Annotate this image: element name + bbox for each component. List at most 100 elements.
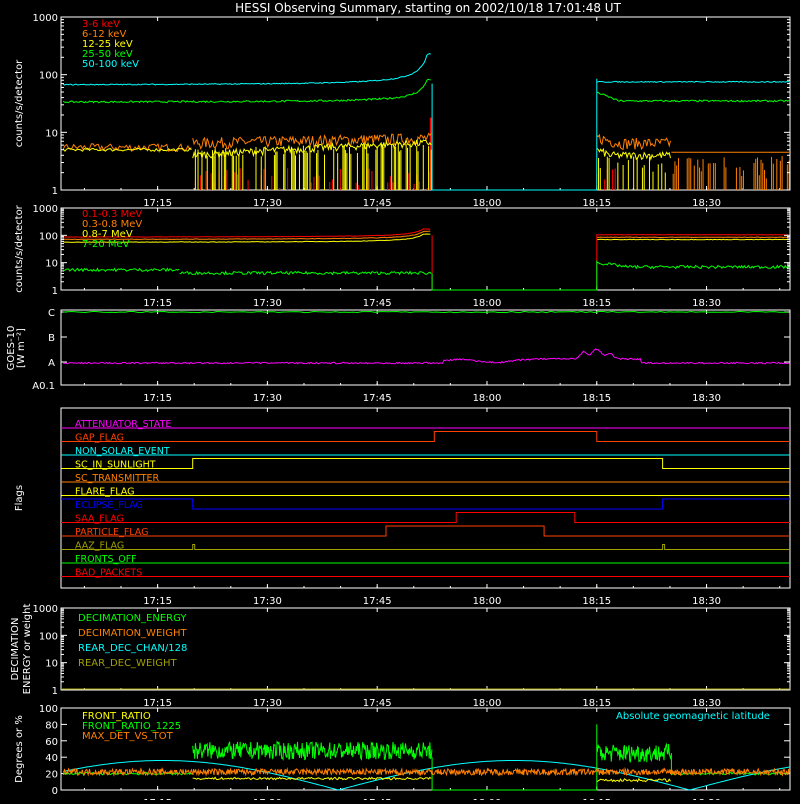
y-tick-label: 40 [45,753,58,764]
series-0.1-0.3mev-line [432,234,597,290]
panel-frame [61,208,790,290]
flag-trace-aaz-flag [61,545,790,550]
x-tick-label: 17:30 [253,198,282,209]
y-tick-label: 100 [39,231,58,242]
y-tick-label: C [48,308,55,319]
y-axis-label: Degrees or % [14,715,25,783]
legend-entry: REAR_DEC_CHAN/128 [78,643,187,654]
x-tick-label: 18:30 [692,698,721,709]
y-tick-label: 80 [45,720,58,731]
legend-entry: DECIMATION_WEIGHT [78,628,187,639]
y-tick-label: 20 [45,770,58,781]
y-tick-label: A0.1 [32,381,55,392]
series-max-det-vs-tot-line [63,769,790,775]
y-axis-label: counts/s/detector [14,204,25,292]
x-tick-label: 18:30 [692,298,721,309]
x-tick-label: 18:30 [692,596,721,607]
series-25-50kev-line [63,79,431,103]
series-7-20mev-line [63,268,179,271]
x-tick-label: 18:30 [692,198,721,209]
series-front-ratio-1225-line [671,772,788,774]
legend-entry: 50-100 keV [82,59,139,70]
series-front-ratio-line [193,777,432,779]
x-tick-label: 17:45 [363,198,392,209]
y-axis-label: DECIMATION [10,617,21,680]
flag-trace-particle-flag [61,526,790,536]
y-tick-label: 10 [45,659,58,670]
y-tick-label: 0 [52,786,58,797]
series-7-20mev-line [432,261,597,291]
series-25-50kev-line [597,92,789,102]
x-tick-label: 18:15 [582,596,611,607]
series-50-100kev-line [432,79,597,190]
x-tick-label: 17:30 [253,596,282,607]
x-tick-label: 18:00 [473,393,502,404]
x-tick-label: 17:45 [363,596,392,607]
x-tick-label: 17:30 [253,698,282,709]
series-7-20mev-line [180,272,432,275]
flag-trace-eclipse-flag [61,499,790,509]
y-tick-label: 1000 [33,604,58,615]
y-tick-label: 100 [39,631,58,642]
y-tick-label: B [48,333,55,344]
x-tick-label: 17:15 [143,198,172,209]
x-tick-label: 17:45 [363,698,392,709]
y-tick-label: A [48,358,55,369]
flag-trace-saa-flag [61,513,790,523]
y-tick-label: 100 [39,71,58,82]
legend-entry: Absolute geomagnetic latitude [616,711,770,722]
legend-entry: 7-20 MeV [82,239,130,250]
x-tick-label: 18:00 [473,698,502,709]
legend-entry: REAR_DEC_WEIGHT [78,658,177,669]
x-tick-label: 17:30 [253,393,282,404]
panel-p5: 17:15 17:30 17:45 18:00 18:15 18:30 DECIMATION… [10,604,790,709]
legend-entry: MAX_DET_VS_TOT [82,731,174,742]
x-tick-label: 18:00 [473,298,502,309]
legend-entry: DECIMATION_ENERGY [78,613,187,624]
series-6-12kev-line [63,144,191,152]
series-0.8-7mev-line [597,239,788,240]
series-front-ratio-1225-line [597,744,671,762]
x-tick-label: 17:30 [253,298,282,309]
y-axis-label: ENERGY or weight [22,604,33,695]
panel-frame [61,408,790,588]
y-axis-label: [W m⁻²] [16,328,27,368]
x-tick-label: 17:45 [363,393,392,404]
x-tick-label: 17:15 [143,298,172,309]
series-6-12kev-line [597,135,671,150]
x-tick-label: 18:15 [582,198,611,209]
figure-title: HESSI Observing Summary, starting on 200… [235,1,621,15]
flag-label-eclipse-flag: ECLIPSE_FLAG [75,500,143,511]
x-tick-label: 18:00 [473,596,502,607]
x-tick-label: 18:30 [692,393,721,404]
series-0.3-0.8mev-line [597,237,788,238]
flag-trace-gap-flag [61,432,790,442]
series-front-ratio-1225-line [193,742,432,760]
y-tick-label: 1000 [33,13,58,24]
panel-frame [61,17,790,190]
x-tick-label: 17:15 [143,596,172,607]
y-tick-label: 1 [52,186,58,197]
series-front-ratio-line [597,779,671,782]
y-tick-label: 1000 [33,204,58,215]
y-tick-label: 10 [45,259,58,270]
x-tick-label: 18:00 [473,198,502,209]
goes-long-channel-line [63,311,788,312]
y-tick-label: 1 [52,286,58,297]
series-7-20mev-line [597,262,789,268]
y-tick-label: 100 [39,704,58,715]
x-tick-label: 18:15 [582,698,611,709]
series-50-100kev-line [597,81,789,82]
x-tick-label: 17:15 [143,393,172,404]
x-tick-label: 17:15 [143,698,172,709]
x-tick-label: 17:45 [363,298,392,309]
flag-trace-sc-in-sunlight [61,459,790,469]
y-tick-label: 10 [45,128,58,139]
y-tick-label: 1 [52,686,58,697]
